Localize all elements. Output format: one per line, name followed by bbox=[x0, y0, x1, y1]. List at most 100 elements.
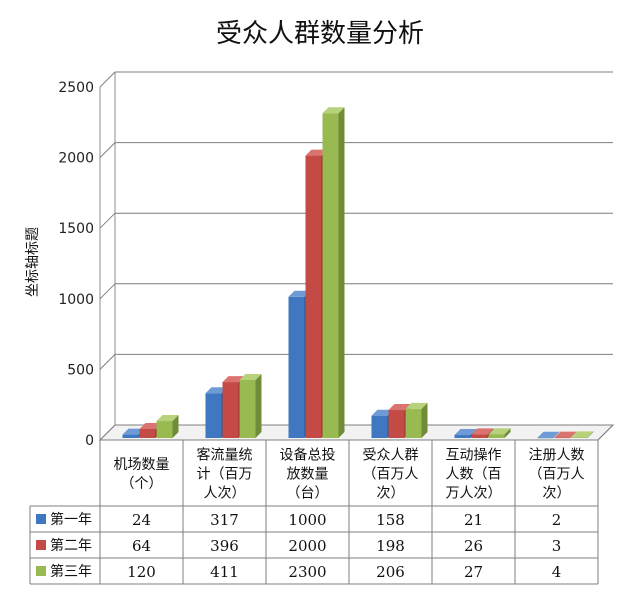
x-tick-label: （百万人 bbox=[363, 467, 419, 483]
bar-front bbox=[156, 421, 173, 438]
data-label: 4 bbox=[552, 563, 562, 581]
data-label: 317 bbox=[210, 511, 239, 529]
bar-top bbox=[405, 402, 428, 409]
bar-front bbox=[239, 379, 256, 438]
x-tick-label: 人次） bbox=[204, 486, 246, 502]
data-label: 2000 bbox=[288, 537, 326, 555]
bar bbox=[156, 415, 179, 438]
data-label: 206 bbox=[376, 563, 405, 581]
bar-front bbox=[288, 296, 305, 438]
x-tick-label: 放数量 bbox=[287, 467, 329, 483]
x-tick-label: 人数（百 bbox=[446, 467, 502, 483]
data-label: 3 bbox=[552, 537, 562, 555]
x-tick-label: 计（百万 bbox=[197, 467, 253, 483]
bar bbox=[537, 431, 560, 439]
chart-title: 受众人群数量分析 bbox=[216, 19, 424, 49]
bar-front bbox=[471, 434, 488, 438]
data-label: 1000 bbox=[288, 511, 326, 529]
bar bbox=[554, 431, 577, 439]
bar-front bbox=[405, 408, 422, 438]
data-label: 21 bbox=[464, 511, 483, 529]
bar-top bbox=[537, 431, 560, 438]
data-label: 2 bbox=[552, 511, 562, 529]
x-tick-label: 注册人数 bbox=[529, 448, 585, 464]
legend-swatch bbox=[36, 514, 46, 524]
data-label: 27 bbox=[464, 563, 483, 581]
bar-front bbox=[322, 113, 339, 439]
gridline-side bbox=[99, 142, 116, 158]
y-tick-label: 0 bbox=[85, 433, 94, 449]
gridline-side bbox=[99, 354, 116, 370]
bar-top bbox=[139, 422, 162, 429]
bar-top bbox=[571, 431, 594, 438]
bar-top bbox=[471, 428, 494, 435]
x-tick-label: 万人次） bbox=[446, 486, 502, 502]
bar bbox=[239, 373, 262, 438]
bar-front bbox=[139, 428, 156, 438]
bar-top bbox=[222, 376, 245, 383]
bar-side bbox=[504, 428, 511, 438]
bar-side bbox=[421, 402, 428, 438]
bar-side bbox=[255, 373, 262, 438]
legend-swatch bbox=[36, 540, 46, 550]
bar bbox=[405, 402, 428, 438]
gridline-side bbox=[99, 212, 116, 229]
y-tick-label: 500 bbox=[67, 362, 94, 378]
bar-top bbox=[371, 409, 394, 416]
bar-side bbox=[587, 431, 594, 438]
x-tick-label: 次） bbox=[377, 486, 405, 502]
legend-swatch bbox=[36, 566, 46, 576]
bar-front bbox=[388, 410, 405, 438]
data-label: 26 bbox=[464, 537, 483, 555]
y-tick-label: 2500 bbox=[58, 80, 94, 96]
data-label: 64 bbox=[132, 537, 151, 555]
x-tick-label: 设备总投 bbox=[280, 447, 336, 464]
bar-front bbox=[371, 415, 388, 438]
bar-top bbox=[454, 429, 477, 436]
bar-front bbox=[488, 434, 505, 438]
y-tick-label: 1500 bbox=[58, 221, 94, 237]
legend-label: 第三年 bbox=[50, 563, 92, 580]
data-label: 411 bbox=[210, 563, 239, 581]
bar-top bbox=[122, 428, 145, 435]
bar-top bbox=[322, 107, 345, 114]
bar-top bbox=[305, 149, 328, 156]
x-tick-label: （个） bbox=[121, 476, 163, 492]
x-tick-label: 机场数量 bbox=[114, 457, 170, 473]
x-tick-label: 客流量统 bbox=[197, 447, 253, 464]
bar-top bbox=[554, 431, 577, 438]
x-tick-label: 受众人群 bbox=[363, 448, 419, 464]
bar-top bbox=[488, 428, 511, 435]
bar-side bbox=[570, 431, 577, 438]
bar-front bbox=[537, 437, 554, 439]
bar-front bbox=[305, 155, 322, 438]
bar-side bbox=[338, 107, 345, 439]
legend-label: 第一年 bbox=[50, 511, 92, 528]
data-label: 158 bbox=[376, 511, 405, 529]
data-label: 396 bbox=[210, 537, 239, 555]
data-label: 2300 bbox=[288, 563, 326, 581]
gridline-side bbox=[99, 283, 116, 300]
bar-front bbox=[222, 382, 239, 438]
bar bbox=[488, 428, 511, 438]
bar-side bbox=[553, 431, 560, 438]
y-tick-label: 1000 bbox=[58, 292, 94, 308]
data-label: 24 bbox=[132, 511, 151, 529]
bar-top bbox=[156, 415, 179, 422]
floor-right-edge bbox=[597, 424, 614, 441]
x-tick-label: （台） bbox=[287, 486, 329, 502]
y-axis-label: 坐标轴标题 bbox=[25, 227, 41, 297]
bar-front bbox=[554, 437, 571, 439]
gridline-side bbox=[99, 424, 116, 441]
x-tick-label: 次） bbox=[543, 486, 571, 502]
bar-front bbox=[571, 437, 588, 438]
gridline-side bbox=[99, 71, 116, 88]
x-tick-label: 互动操作 bbox=[446, 448, 502, 464]
data-label: 198 bbox=[376, 537, 405, 555]
y-tick-label: 2000 bbox=[58, 151, 94, 167]
bar-side bbox=[172, 415, 179, 438]
bar bbox=[571, 431, 594, 438]
bar-front bbox=[122, 434, 139, 438]
